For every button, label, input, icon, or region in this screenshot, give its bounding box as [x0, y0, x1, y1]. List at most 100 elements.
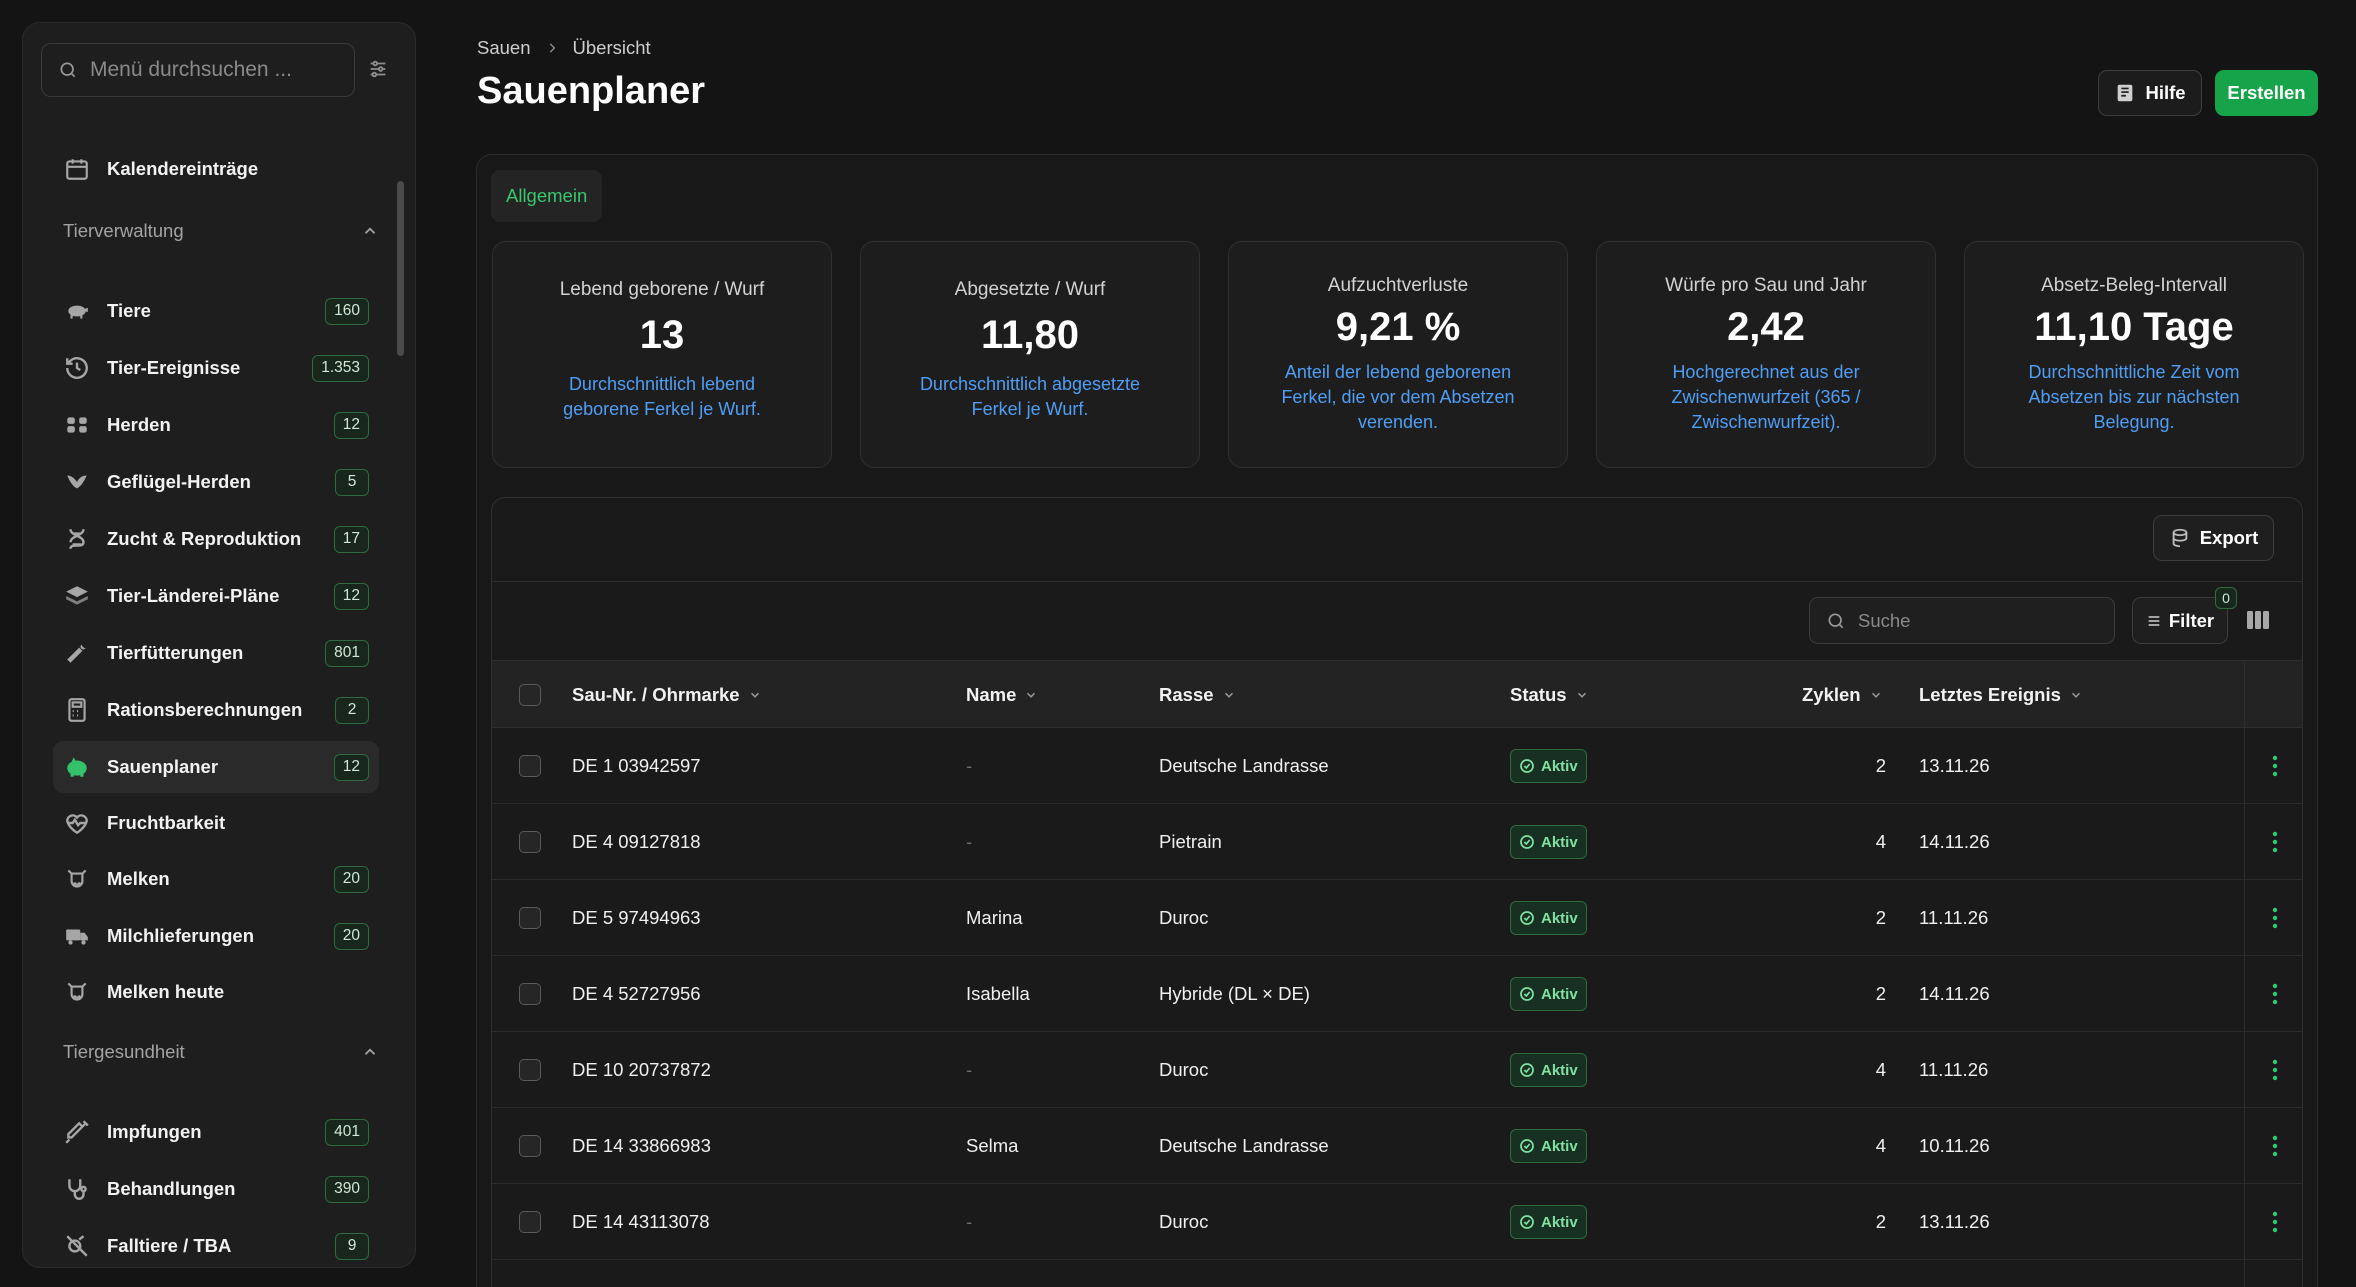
sidebar-item-sauenplaner[interactable]: Sauenplaner 12 [53, 741, 379, 793]
column-header-rasse[interactable]: Rasse [1159, 661, 1236, 729]
sidebar-item-behandlungen[interactable]: Behandlungen 390 [53, 1163, 379, 1215]
sow-id-cell[interactable]: DE 14 43113078 [572, 1211, 710, 1232]
sidebar-item-melken-heute[interactable]: Melken heute [53, 966, 379, 1018]
row-checkbox[interactable] [519, 983, 541, 1005]
more-vertical-icon[interactable] [2272, 1210, 2278, 1234]
chevron-down-icon [2071, 692, 2080, 698]
sidebar-item-tier-laenderei-plaene[interactable]: Tier-Länderei-Pläne 12 [53, 570, 379, 622]
kpi-description: Durchschnittliche Zeit vom Absetzen bis … [2028, 362, 2240, 432]
table-row[interactable]: DE 14 43113078 - Duroc Aktiv 2 13.11.26 [492, 1184, 2302, 1260]
more-vertical-icon[interactable] [2272, 906, 2278, 930]
more-vertical-icon[interactable] [2272, 1134, 2278, 1158]
sidebar-item-tiere[interactable]: Tiere 160 [53, 285, 379, 337]
sow-name-cell: Isabella [966, 983, 1030, 1004]
row-checkbox[interactable] [519, 755, 541, 777]
row-checkbox[interactable] [519, 1135, 541, 1157]
menu-search-input[interactable]: Menü durchsuchen ... [41, 43, 355, 97]
cycles-cell: 2 [1875, 983, 1886, 1004]
last-event-cell: 11.11.26 [1919, 907, 1989, 928]
sow-id-cell[interactable]: DE 1 03942597 [572, 755, 701, 776]
sow-id-cell[interactable]: DE 10 20737872 [572, 1059, 711, 1080]
history-icon [63, 354, 91, 382]
table-row[interactable]: DE 1 03942597 - Deutsche Landrasse Aktiv 2 13… [492, 728, 2302, 804]
sidebar-item-fruchtbarkeit[interactable]: Fruchtbarkeit [53, 797, 379, 849]
column-header-sau-nr[interactable]: Sau-Nr. / Ohrmarke [572, 661, 762, 729]
help-button[interactable]: Hilfe [2098, 70, 2202, 116]
count-badge: 390 [325, 1175, 369, 1203]
sidebar-item-impfungen[interactable]: Impfungen 401 [53, 1106, 379, 1158]
sidebar-item-tier-ereignisse[interactable]: Tier-Ereignisse 1.353 [53, 342, 379, 394]
sidebar-item-kalendereintraege[interactable]: Kalendereinträge [53, 143, 379, 195]
sidebar-item-melken[interactable]: Melken 20 [53, 853, 379, 905]
section-header-tierverwaltung[interactable]: Tierverwaltung [63, 216, 379, 246]
check-circle-icon [1520, 1063, 1534, 1077]
row-checkbox[interactable] [519, 831, 541, 853]
row-checkbox[interactable] [519, 1059, 541, 1081]
sidebar-item-falltiere-tba[interactable]: Falltiere / TBA 9 [53, 1220, 379, 1267]
sidebar-item-rationsberechnungen[interactable]: Rationsberechnungen 2 [53, 684, 379, 736]
page-title: Sauenplaner [477, 70, 706, 112]
column-header-zyklen[interactable]: Zyklen [1802, 661, 1883, 729]
column-header-letztes-ereignis[interactable]: Letztes Ereignis [1919, 661, 2083, 729]
last-event-cell: 10.11.26 [1919, 1135, 1990, 1156]
carrot-icon [63, 639, 91, 667]
sidebar-item-gefluegel-herden[interactable]: Geflügel-Herden 5 [53, 456, 379, 508]
sidebar-item-herden[interactable]: Herden 12 [53, 399, 379, 451]
row-checkbox[interactable] [519, 907, 541, 929]
column-label: Letztes Ereignis [1919, 684, 2061, 705]
sow-id-cell[interactable]: DE 5 97494963 [572, 907, 701, 928]
table-row[interactable]: DE 4 52727956 Isabella Hybride (DL × DE) Ak… [492, 956, 2302, 1032]
sliders-icon [2148, 615, 2160, 626]
breed-cell: Duroc [1159, 1211, 1209, 1232]
create-button[interactable]: Erstellen [2215, 70, 2318, 116]
breed-cell: Hybride (DL × DE) [1159, 983, 1310, 1004]
table-row[interactable]: DE 5 97494963 Marina Duroc Aktiv 2 11.11.26 [492, 880, 2302, 956]
columns-icon[interactable] [2246, 609, 2270, 631]
sidebar-item-zucht-reproduktion[interactable]: Zucht & Reproduktion 17 [53, 513, 379, 565]
column-label: Status [1510, 684, 1567, 705]
kpi-value: 11,10 Tage [2034, 305, 2234, 349]
check-circle-icon [1520, 1215, 1534, 1229]
breed-cell: Duroc [1159, 1059, 1209, 1080]
kpi-title: Aufzuchtverluste [1327, 275, 1469, 296]
cycles-cell: 4 [1875, 831, 1886, 852]
section-header-tiergesundheit[interactable]: Tiergesundheit [63, 1037, 379, 1067]
kpi-card-absetz-beleg-intervall: Absetz-Beleg-Intervall 11,10 Tage Durchs… [1964, 241, 2304, 468]
table-row[interactable]: DE 14 33866983 Selma Deutsche Landrasse Akt… [492, 1108, 2302, 1184]
status-badge: Aktiv [1510, 1205, 1587, 1239]
table-row[interactable]: DE 10 20737872 - Duroc Aktiv 4 11.11.26 [492, 1032, 2302, 1108]
sow-id-cell[interactable]: DE 4 52727956 [572, 983, 701, 1004]
sidebar-item-tierfuetterungen[interactable]: Tierfütterungen 801 [53, 627, 379, 679]
export-button[interactable]: Export [2153, 515, 2274, 561]
pig-icon [63, 297, 91, 325]
more-vertical-icon[interactable] [2272, 830, 2278, 854]
select-all-checkbox[interactable] [519, 684, 541, 706]
book-icon [2118, 84, 2133, 102]
table-row[interactable]: DE 4 09127818 - Pietrain Aktiv 4 14.11.26 [492, 804, 2302, 880]
count-badge: 20 [333, 865, 369, 893]
column-header-status[interactable]: Status [1510, 661, 1589, 729]
sidebar-scrollbar[interactable] [397, 181, 404, 356]
kpi-card-abgesetzte: Abgesetzte / Wurf 11,80 Durchschnittlich… [860, 241, 1200, 468]
table-search-input[interactable]: Suche [1809, 597, 2115, 644]
sliders-icon[interactable] [367, 58, 391, 82]
breadcrumb-parent[interactable]: Sauen [477, 37, 531, 58]
sow-id-cell[interactable]: DE 14 33866983 [572, 1135, 711, 1156]
table-row[interactable] [492, 1260, 2302, 1287]
filter-button[interactable]: Filter [2132, 597, 2228, 644]
count-badge: 5 [335, 468, 369, 496]
last-event-cell: 14.11.26 [1919, 983, 1990, 1004]
breed-cell: Pietrain [1159, 831, 1222, 852]
tab-allgemein[interactable]: Allgemein [491, 170, 603, 222]
more-vertical-icon[interactable] [2272, 1058, 2278, 1082]
row-checkbox[interactable] [519, 1211, 541, 1233]
more-vertical-icon[interactable] [2272, 982, 2278, 1006]
tab-bar: Allgemein [491, 170, 603, 222]
sidebar-item-milchlieferungen[interactable]: Milchlieferungen 20 [53, 910, 379, 962]
heart-pulse-icon [63, 809, 91, 837]
column-header-name[interactable]: Name [966, 661, 1038, 729]
sow-id-cell[interactable]: DE 4 09127818 [572, 831, 701, 852]
more-vertical-icon[interactable] [2272, 754, 2278, 778]
count-badge: 9 [335, 1232, 369, 1260]
